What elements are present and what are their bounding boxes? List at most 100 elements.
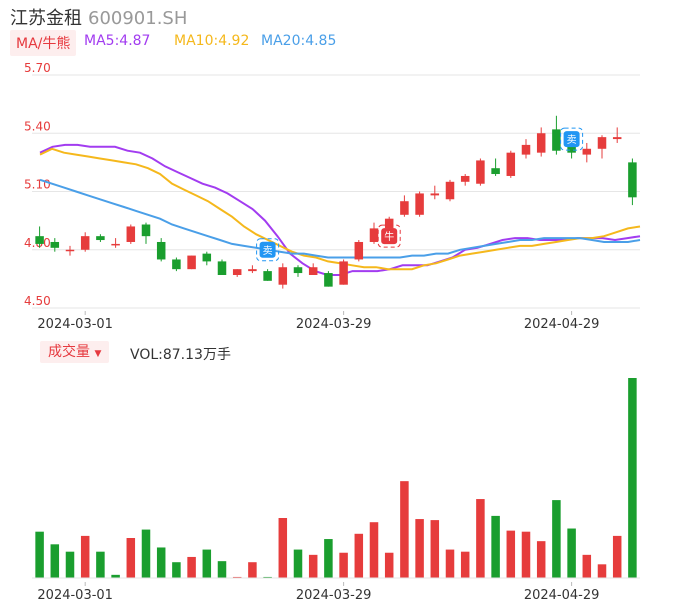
- signal-marker-frame: [560, 127, 584, 151]
- volume-bar: [35, 531, 44, 578]
- volume-bar: [460, 551, 470, 578]
- volume-bar: [369, 522, 379, 578]
- candle-body: [293, 267, 303, 274]
- candle-body: [324, 273, 333, 287]
- volume-tag-label: 成交量: [48, 344, 90, 360]
- volume-bar: [141, 529, 151, 578]
- candle-body: [263, 271, 272, 281]
- signal-marker: [563, 131, 580, 148]
- volume-bar: [50, 544, 60, 578]
- candle-body: [552, 129, 561, 151]
- volume-bar: [582, 554, 592, 578]
- volume-bar: [324, 539, 333, 578]
- candle-body: [187, 255, 196, 270]
- y-tick-label: 5.70: [24, 61, 51, 75]
- candle-body: [491, 168, 500, 175]
- candle-body: [430, 193, 440, 196]
- candle-body: [96, 236, 105, 241]
- volume-bar: [263, 576, 272, 578]
- candle-body: [172, 259, 181, 270]
- volume-bar: [339, 552, 348, 578]
- candle-body: [415, 193, 424, 215]
- volume-bar: [156, 547, 166, 578]
- volume-bar: [552, 500, 561, 578]
- volume-legend: 成交量 ▼ VOL:87.13万手: [40, 341, 231, 363]
- volume-bar: [202, 549, 212, 578]
- candle-body: [612, 137, 622, 140]
- candle-body: [628, 162, 637, 198]
- x-tick-label: 2024-04-29: [524, 588, 600, 603]
- volume-bar: [430, 520, 440, 578]
- signal-marker-label: 牛: [384, 230, 394, 243]
- candle-body: [567, 146, 576, 153]
- candle-body: [506, 152, 516, 176]
- x-tick-label: 2024-03-29: [296, 317, 372, 332]
- candle-body: [445, 181, 455, 200]
- y-tick-label: 5.40: [24, 119, 51, 133]
- volume-bar: [506, 530, 516, 578]
- volume-bar: [354, 533, 364, 578]
- candle-body: [248, 269, 257, 272]
- candle-body: [476, 160, 485, 184]
- candle-body: [521, 144, 531, 155]
- volume-bar: [65, 551, 75, 578]
- volume-bar: [476, 499, 485, 578]
- candle-body: [339, 261, 348, 285]
- volume-bar: [491, 515, 500, 578]
- candle-body: [141, 224, 151, 237]
- x-tick-label: 2024-03-01: [37, 588, 113, 603]
- volume-bar: [126, 538, 136, 578]
- candle-body: [400, 201, 409, 215]
- candle-body: [536, 133, 546, 153]
- y-tick-label: 5.10: [24, 178, 51, 192]
- volume-bar: [278, 518, 288, 578]
- volume-bar: [308, 554, 318, 578]
- volume-bar: [597, 564, 607, 578]
- candle-body: [597, 137, 607, 149]
- dropdown-arrow-icon: ▼: [94, 349, 102, 359]
- signal-marker-label: 卖: [567, 134, 577, 146]
- y-tick-label: 4.50: [24, 294, 51, 308]
- x-tick-label: 2024-03-29: [296, 588, 372, 603]
- volume-bar: [187, 556, 196, 578]
- ma-mode-button[interactable]: MA/牛熊: [10, 30, 77, 56]
- signal-marker-frame: [256, 238, 280, 262]
- ma20-line: [39, 178, 641, 259]
- ma5-label: MA5:4.87: [84, 33, 151, 49]
- x-tick-label: 2024-04-29: [524, 317, 600, 332]
- candle-body: [217, 261, 227, 275]
- volume-bar: [80, 535, 90, 578]
- volume-bar: [232, 576, 242, 578]
- volume-value: VOL:87.13万手: [130, 347, 231, 363]
- candle-body: [50, 241, 60, 248]
- candle-body: [111, 243, 120, 246]
- volume-bar: [415, 519, 424, 578]
- volume-bar: [111, 574, 120, 578]
- volume-bar: [384, 552, 394, 578]
- volume-bar: [628, 378, 637, 578]
- candle-body: [278, 267, 288, 285]
- volume-indicator-button[interactable]: 成交量 ▼: [40, 341, 110, 363]
- signal-marker-frame: [377, 224, 401, 248]
- candle-body: [202, 253, 212, 262]
- candle-body: [384, 218, 394, 229]
- candle-body: [369, 228, 379, 242]
- volume-bar: [612, 535, 622, 578]
- candle-body: [460, 175, 470, 182]
- candle-body: [35, 236, 44, 244]
- signal-marker: [259, 241, 276, 258]
- candle-body: [308, 267, 318, 275]
- candle-body: [156, 241, 166, 260]
- volume-bar: [445, 549, 455, 578]
- stock-name: 江苏金租: [10, 8, 82, 29]
- volume-bar: [567, 528, 576, 578]
- volume-bar: [172, 562, 181, 578]
- signal-marker-label: 卖: [263, 245, 273, 257]
- candle-body: [126, 226, 136, 242]
- volume-bar: [536, 541, 546, 578]
- signal-marker: [381, 228, 398, 245]
- ma10-label: MA10:4.92: [174, 33, 250, 49]
- volume-bar: [400, 481, 409, 578]
- candle-body: [80, 236, 90, 250]
